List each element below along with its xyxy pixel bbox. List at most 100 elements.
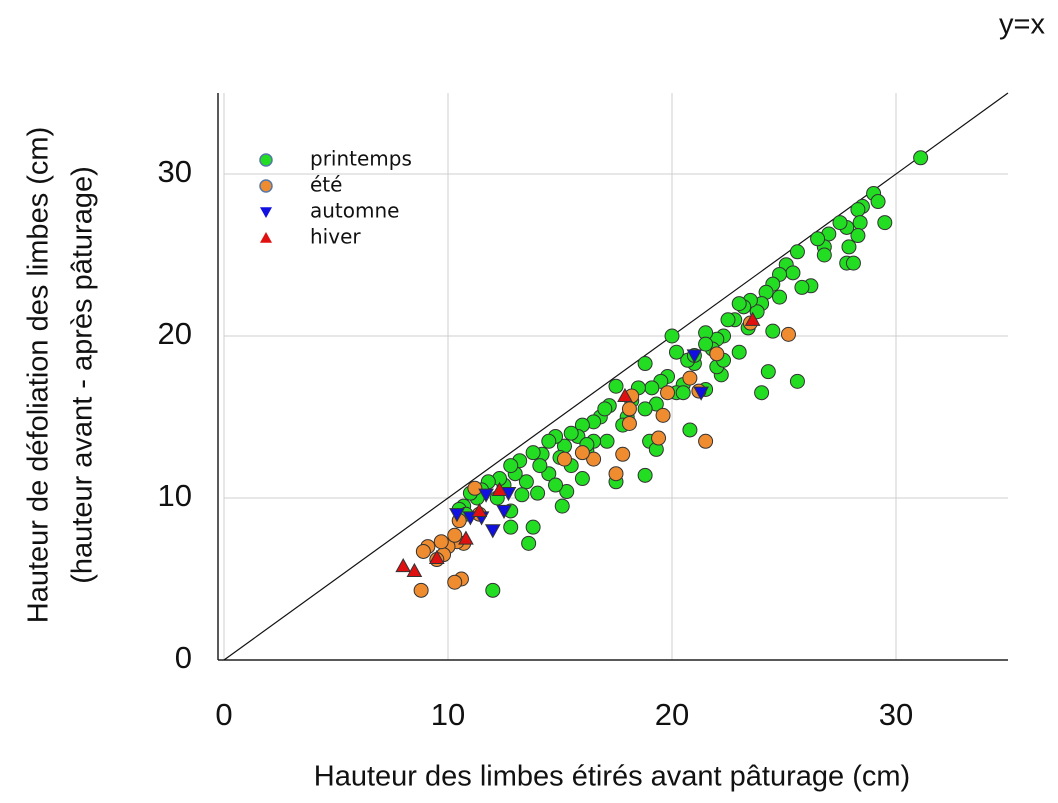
point [574,445,590,461]
point [870,194,886,210]
x-axis-title: Hauteur des limbes étirés avant pâturage… [314,761,910,793]
point [525,445,541,461]
x-tick-label: 0 [215,697,232,732]
point [686,349,703,364]
legend-marker [260,232,272,243]
point [698,336,714,352]
point [449,508,465,523]
point [406,562,423,577]
point [597,401,613,417]
point [548,477,564,493]
point [559,484,575,500]
point [530,485,546,501]
point [491,481,508,496]
point [415,543,431,559]
point [744,311,761,326]
point [637,467,653,483]
point [698,433,714,449]
point [651,430,667,446]
point [852,215,868,231]
legend-label: automne [310,199,399,223]
legend-marker [260,207,272,218]
legend-label: printemps [310,147,412,171]
point [693,386,709,401]
point [841,239,857,255]
x-tick-label: 10 [431,697,465,732]
point [447,574,463,590]
point [428,549,445,565]
point [644,380,660,396]
point [615,446,631,462]
point [503,458,519,474]
legend-label: été [310,173,342,197]
point [621,401,637,417]
annotation: y=x [999,9,1045,41]
point [682,422,698,438]
point [554,498,570,514]
point [556,451,572,467]
point [832,215,848,231]
point [395,558,412,573]
point [664,328,680,344]
point [682,370,698,386]
point [599,433,615,449]
point [621,415,637,431]
y-tick-label: 20 [158,316,192,351]
point [913,150,929,166]
legend-marker [259,153,273,167]
x-tick-label: 20 [655,697,689,732]
point [521,535,537,551]
point [637,401,653,417]
point [447,527,463,543]
point [485,582,501,598]
point [478,488,494,503]
point [760,364,776,380]
point [789,244,805,260]
point [433,534,449,550]
point [850,202,866,218]
point [617,387,633,403]
x-tick-label: 30 [879,697,913,732]
point [794,279,810,295]
legend-marker [259,179,273,193]
point [532,458,548,474]
point [660,385,676,401]
y-axis-subtitle: (hauteur avant - après pâturage) [67,166,99,584]
point [765,323,781,339]
point [655,407,671,423]
point [845,255,861,271]
point [772,289,788,305]
point [496,504,512,519]
point [574,471,590,487]
point [709,346,725,362]
point [754,385,770,401]
point [413,582,429,598]
point [608,466,624,482]
point [780,326,796,342]
point [668,344,684,360]
point [514,487,530,503]
point [675,385,691,401]
point [785,265,801,281]
point [877,215,893,231]
point [541,433,557,449]
point [503,519,519,535]
point [731,296,747,312]
y-axis-title: Hauteur de défoliation des limbes (cm) [23,127,55,623]
point [850,228,866,244]
point [586,451,602,467]
point [484,524,501,539]
point [563,425,579,441]
legend-label: hiver [310,225,361,249]
point [816,247,832,263]
point [458,530,474,545]
point [810,231,826,247]
point [789,373,805,389]
point [720,312,736,328]
point [637,356,653,372]
point [471,502,488,518]
y-tick-label: 10 [158,478,192,513]
point [731,344,747,360]
